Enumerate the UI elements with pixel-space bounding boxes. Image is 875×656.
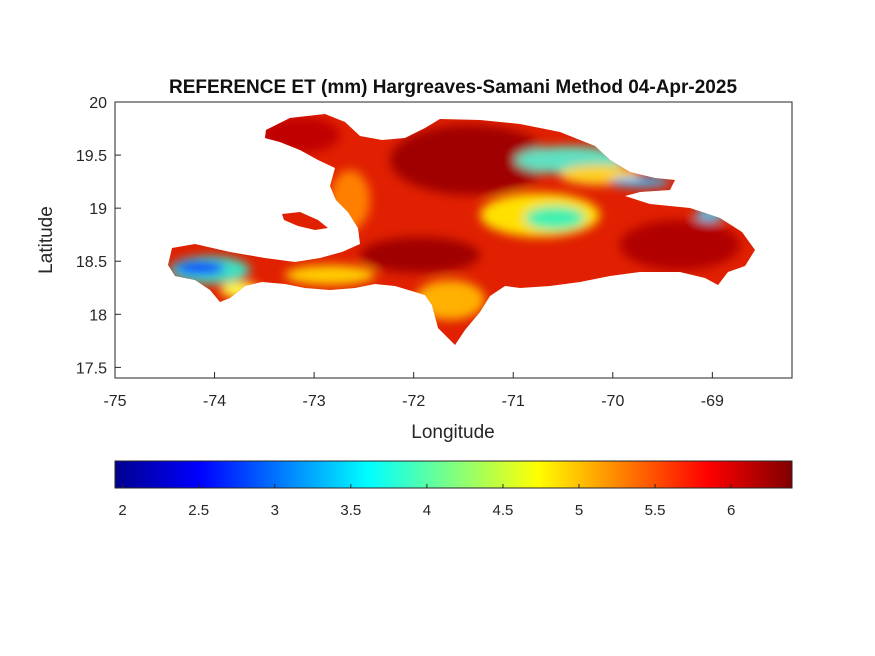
- region-cordillera-core: [525, 206, 585, 230]
- x-tick-label: -69: [701, 393, 724, 410]
- colorbar: [114, 460, 793, 489]
- region-far-west-cape: [175, 261, 225, 275]
- colorbar-tick-label: 6: [727, 502, 735, 519]
- y-axis-label: Latitude: [36, 206, 57, 274]
- y-tick-label: 20: [89, 95, 107, 112]
- x-axis-label: Longitude: [411, 422, 494, 443]
- x-tick-label: -71: [502, 393, 525, 410]
- region-southern-ridge: [285, 265, 375, 285]
- y-tick-label: 18.5: [76, 254, 107, 271]
- chart-title: REFERENCE ET (mm) Hargreaves-Samani Meth…: [169, 77, 737, 98]
- colorbar-tick-label: 3.5: [340, 502, 361, 519]
- region-valley: [360, 237, 480, 273]
- colorbar-tick-label: 2.5: [188, 502, 209, 519]
- colorbar-tick-label: 5: [575, 502, 583, 519]
- x-tick-label: -73: [303, 393, 326, 410]
- colorbar-tick-label: 3: [271, 502, 279, 519]
- x-tick-label: -74: [203, 393, 226, 410]
- region-central-plateau: [390, 125, 550, 195]
- colorbar-tick-label: 4.5: [493, 502, 514, 519]
- x-axis-ticks: -75 -74 -73 -72 -71 -70 -69: [103, 372, 724, 410]
- colorbar-tick-label: 5.5: [645, 502, 666, 519]
- region-northeast-bay: [610, 177, 670, 187]
- x-tick-label: -75: [103, 393, 126, 410]
- colorbar-ticks: 2 2.5 3 3.5 4 4.5 5 5.5 6: [118, 484, 735, 519]
- y-tick-label: 19: [89, 201, 107, 218]
- y-tick-label: 19.5: [76, 148, 107, 165]
- colorbar-tick-label: 2: [118, 502, 126, 519]
- region-eastern-lowlands: [620, 220, 740, 270]
- x-tick-label: -70: [601, 393, 624, 410]
- y-tick-label: 17.5: [76, 360, 107, 377]
- y-tick-label: 18: [89, 307, 107, 324]
- x-tick-label: -72: [402, 393, 425, 410]
- y-axis-ticks: 17.5 18 18.5 19 19.5 20: [76, 95, 121, 377]
- colorbar-tick-label: 4: [423, 502, 431, 519]
